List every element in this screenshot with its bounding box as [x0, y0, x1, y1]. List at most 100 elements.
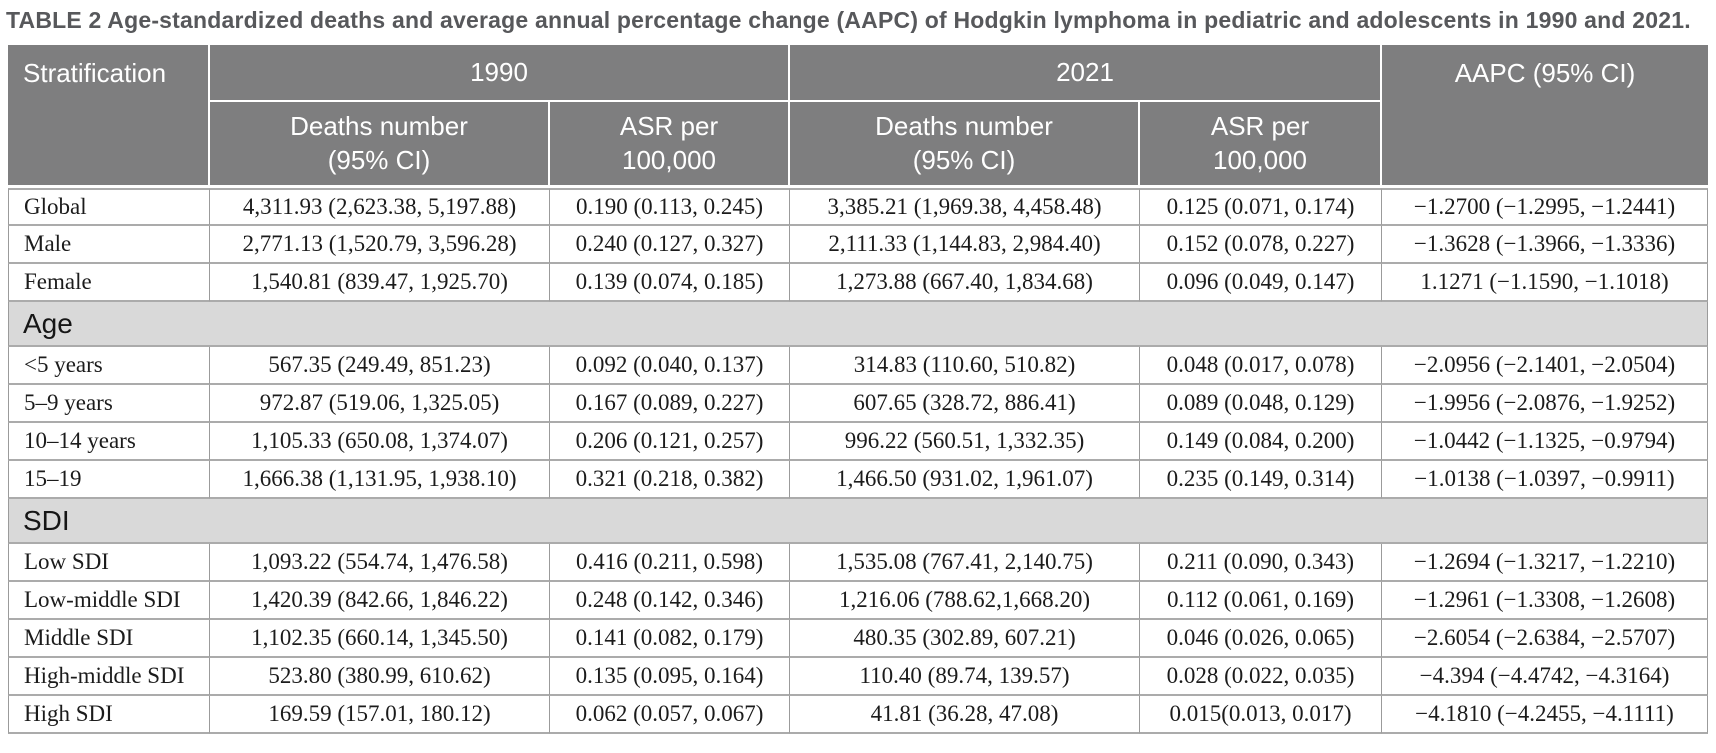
- section-row-age: Age: [8, 302, 1708, 347]
- cell-asr-2021: 0.048 (0.017, 0.078): [1140, 347, 1382, 385]
- col-header-deaths-1990: Deaths number (95% CI): [210, 102, 550, 188]
- cell-aapc: −1.3628 (−1.3966, −1.3336): [1382, 226, 1708, 264]
- cell-asr-1990: 0.167 (0.089, 0.227): [550, 385, 790, 423]
- header-row-years: Stratification 1990 2021 AAPC (95% CI): [8, 45, 1708, 188]
- col-header-2021: 2021: [790, 45, 1382, 102]
- col-header-deaths-2021-label: Deaths number (95% CI): [875, 111, 1053, 175]
- cell-asr-1990: 0.248 (0.142, 0.346): [550, 582, 790, 620]
- table-row-low-sdi: Low SDI 1,093.22 (554.74, 1,476.58) 0.41…: [8, 544, 1708, 582]
- cell-aapc: −2.0956 (−2.1401, −2.0504): [1382, 347, 1708, 385]
- cell-asr-1990: 0.190 (0.113, 0.245): [550, 188, 790, 226]
- col-header-stratification: Stratification: [8, 45, 210, 188]
- col-header-1990: 1990: [210, 45, 790, 102]
- cell-asr-1990: 0.139 (0.074, 0.185): [550, 264, 790, 302]
- cell-aapc: −1.2961 (−1.3308, −1.2608): [1382, 582, 1708, 620]
- header-row-measures: Deaths number (95% CI) ASR per 100,000 D…: [8, 102, 1708, 188]
- cell-asr-1990: 0.141 (0.082, 0.179): [550, 620, 790, 658]
- cell-deaths-2021: 607.65 (328.72, 886.41): [790, 385, 1140, 423]
- col-header-asr-1990: ASR per 100,000: [550, 102, 790, 188]
- table-row-5-9: 5–9 years 972.87 (519.06, 1,325.05) 0.16…: [8, 385, 1708, 423]
- cell-asr-2021: 0.028 (0.022, 0.035): [1140, 658, 1382, 696]
- row-label: Global: [8, 188, 210, 226]
- col-header-asr-1990-label: ASR per 100,000: [619, 111, 719, 175]
- cell-deaths-1990: 567.35 (249.49, 851.23): [210, 347, 550, 385]
- table-row-15-19: 15–19 1,666.38 (1,131.95, 1,938.10) 0.32…: [8, 461, 1708, 499]
- row-label: <5 years: [8, 347, 210, 385]
- table-row-global: Global 4,311.93 (2,623.38, 5,197.88) 0.1…: [8, 188, 1708, 226]
- section-row-sdi: SDI: [8, 499, 1708, 544]
- cell-asr-2021: 0.152 (0.078, 0.227): [1140, 226, 1382, 264]
- table-row-middle-sdi: Middle SDI 1,102.35 (660.14, 1,345.50) 0…: [8, 620, 1708, 658]
- section-label: Age: [8, 302, 1708, 347]
- cell-asr-2021: 0.149 (0.084, 0.200): [1140, 423, 1382, 461]
- cell-deaths-2021: 1,216.06 (788.62,1,668.20): [790, 582, 1140, 620]
- col-header-asr-2021: ASR per 100,000: [1140, 102, 1382, 188]
- cell-deaths-1990: 1,666.38 (1,131.95, 1,938.10): [210, 461, 550, 499]
- table-row-female: Female 1,540.81 (839.47, 1,925.70) 0.139…: [8, 264, 1708, 302]
- cell-asr-1990: 0.062 (0.057, 0.067): [550, 696, 790, 734]
- cell-deaths-2021: 1,466.50 (931.02, 1,961.07): [790, 461, 1140, 499]
- row-label: Middle SDI: [8, 620, 210, 658]
- cell-deaths-1990: 972.87 (519.06, 1,325.05): [210, 385, 550, 423]
- cell-aapc: −4.394 (−4.4742, −4.3164): [1382, 658, 1708, 696]
- col-header-aapc: AAPC (95% CI): [1382, 45, 1708, 188]
- cell-deaths-1990: 1,105.33 (650.08, 1,374.07): [210, 423, 550, 461]
- cell-aapc: −1.2694 (−1.3217, −1.2210): [1382, 544, 1708, 582]
- cell-asr-1990: 0.092 (0.040, 0.137): [550, 347, 790, 385]
- cell-deaths-1990: 4,311.93 (2,623.38, 5,197.88): [210, 188, 550, 226]
- cell-deaths-1990: 1,102.35 (660.14, 1,345.50): [210, 620, 550, 658]
- cell-asr-2021: 0.046 (0.026, 0.065): [1140, 620, 1382, 658]
- cell-deaths-2021: 1,273.88 (667.40, 1,834.68): [790, 264, 1140, 302]
- row-label: Low SDI: [8, 544, 210, 582]
- row-label: 10–14 years: [8, 423, 210, 461]
- cell-asr-1990: 0.135 (0.095, 0.164): [550, 658, 790, 696]
- cell-asr-2021: 0.112 (0.061, 0.169): [1140, 582, 1382, 620]
- table-body: Global 4,311.93 (2,623.38, 5,197.88) 0.1…: [8, 188, 1708, 734]
- row-label: Low-middle SDI: [8, 582, 210, 620]
- cell-asr-2021: 0.096 (0.049, 0.147): [1140, 264, 1382, 302]
- cell-asr-2021: 0.015(0.013, 0.017): [1140, 696, 1382, 734]
- cell-asr-2021: 0.235 (0.149, 0.314): [1140, 461, 1382, 499]
- cell-aapc: −4.1810 (−4.2455, −4.1111): [1382, 696, 1708, 734]
- cell-asr-1990: 0.206 (0.121, 0.257): [550, 423, 790, 461]
- cell-aapc: −2.6054 (−2.6384, −2.5707): [1382, 620, 1708, 658]
- cell-deaths-2021: 314.83 (110.60, 510.82): [790, 347, 1140, 385]
- table-row-male: Male 2,771.13 (1,520.79, 3,596.28) 0.240…: [8, 226, 1708, 264]
- data-table: Stratification 1990 2021 AAPC (95% CI) D…: [8, 45, 1708, 734]
- cell-asr-2021: 0.089 (0.048, 0.129): [1140, 385, 1382, 423]
- table-row-under5: <5 years 567.35 (249.49, 851.23) 0.092 (…: [8, 347, 1708, 385]
- cell-asr-1990: 0.321 (0.218, 0.382): [550, 461, 790, 499]
- cell-deaths-1990: 523.80 (380.99, 610.62): [210, 658, 550, 696]
- cell-deaths-1990: 169.59 (157.01, 180.12): [210, 696, 550, 734]
- cell-aapc: −1.9956 (−2.0876, −1.9252): [1382, 385, 1708, 423]
- row-label: 15–19: [8, 461, 210, 499]
- cell-asr-1990: 0.240 (0.127, 0.327): [550, 226, 790, 264]
- col-header-deaths-1990-label: Deaths number (95% CI): [290, 111, 468, 175]
- table-header: Stratification 1990 2021 AAPC (95% CI) D…: [8, 45, 1708, 188]
- cell-aapc: 1.1271 (−1.1590, −1.1018): [1382, 264, 1708, 302]
- cell-deaths-2021: 41.81 (36.28, 47.08): [790, 696, 1140, 734]
- cell-aapc: −1.0442 (−1.1325, −0.9794): [1382, 423, 1708, 461]
- cell-deaths-2021: 110.40 (89.74, 139.57): [790, 658, 1140, 696]
- row-label: High-middle SDI: [8, 658, 210, 696]
- cell-aapc: −1.0138 (−1.0397, −0.9911): [1382, 461, 1708, 499]
- cell-deaths-2021: 3,385.21 (1,969.38, 4,458.48): [790, 188, 1140, 226]
- table-row-low-middle-sdi: Low-middle SDI 1,420.39 (842.66, 1,846.2…: [8, 582, 1708, 620]
- table-caption: TABLE 2 Age-standardized deaths and aver…: [6, 7, 1691, 33]
- cell-deaths-1990: 1,540.81 (839.47, 1,925.70): [210, 264, 550, 302]
- table-row-high-sdi: High SDI 169.59 (157.01, 180.12) 0.062 (…: [8, 696, 1708, 734]
- cell-deaths-2021: 996.22 (560.51, 1,332.35): [790, 423, 1140, 461]
- cell-asr-2021: 0.125 (0.071, 0.174): [1140, 188, 1382, 226]
- cell-asr-2021: 0.211 (0.090, 0.343): [1140, 544, 1382, 582]
- row-label: Female: [8, 264, 210, 302]
- cell-deaths-1990: 1,420.39 (842.66, 1,846.22): [210, 582, 550, 620]
- cell-deaths-2021: 480.35 (302.89, 607.21): [790, 620, 1140, 658]
- col-header-asr-2021-label: ASR per 100,000: [1210, 111, 1310, 175]
- cell-deaths-1990: 1,093.22 (554.74, 1,476.58): [210, 544, 550, 582]
- table-row-high-middle-sdi: High-middle SDI 523.80 (380.99, 610.62) …: [8, 658, 1708, 696]
- table-row-10-14: 10–14 years 1,105.33 (650.08, 1,374.07) …: [8, 423, 1708, 461]
- cell-deaths-1990: 2,771.13 (1,520.79, 3,596.28): [210, 226, 550, 264]
- section-label: SDI: [8, 499, 1708, 544]
- cell-asr-1990: 0.416 (0.211, 0.598): [550, 544, 790, 582]
